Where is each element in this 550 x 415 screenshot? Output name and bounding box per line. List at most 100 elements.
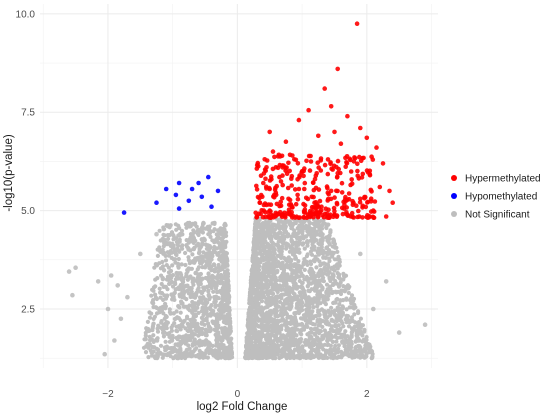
point-not-significant <box>155 329 161 334</box>
point-not-significant <box>292 311 297 316</box>
point-not-significant <box>326 342 331 347</box>
point-not-significant <box>199 291 204 296</box>
point-not-significant <box>316 300 321 305</box>
point-not-significant <box>180 232 185 237</box>
point-not-significant <box>244 338 249 343</box>
point-not-significant <box>338 291 344 297</box>
point-not-significant <box>254 240 259 245</box>
point-hypermethylated <box>277 154 283 159</box>
point-not-significant <box>221 262 226 267</box>
point-not-significant <box>281 268 287 273</box>
point-not-significant <box>145 319 150 324</box>
point-not-significant <box>161 330 166 335</box>
point-hypermethylated <box>371 215 377 220</box>
point-hypermethylated <box>301 201 306 207</box>
point-not-significant <box>358 251 363 257</box>
point-hypermethylated <box>383 214 389 219</box>
point-not-significant <box>168 268 174 274</box>
y-tick-label: 7.5 <box>21 108 35 119</box>
point-not-significant <box>310 321 315 327</box>
point-not-significant <box>173 260 178 265</box>
point-not-significant <box>192 260 197 265</box>
series-hypomethylated <box>121 174 221 215</box>
point-not-significant <box>291 233 296 238</box>
point-not-significant <box>270 350 275 355</box>
point-hypermethylated <box>313 200 319 205</box>
point-hypomethylated <box>176 180 182 186</box>
point-not-significant <box>197 246 202 252</box>
point-hypermethylated <box>326 215 332 220</box>
point-hypermethylated <box>268 174 274 179</box>
point-hypermethylated <box>329 166 334 171</box>
point-not-significant <box>178 310 183 315</box>
point-not-significant <box>344 307 349 312</box>
legend-label: Not Significant <box>465 210 530 221</box>
point-hypermethylated <box>296 117 302 123</box>
point-not-significant <box>159 308 164 313</box>
point-not-significant <box>223 254 229 259</box>
point-not-significant <box>251 311 256 316</box>
point-not-significant <box>305 300 310 305</box>
y-tick-label: 5.0 <box>21 206 35 217</box>
point-not-significant <box>211 289 216 294</box>
point-not-significant <box>224 269 229 274</box>
point-not-significant <box>179 355 184 360</box>
point-not-significant <box>305 284 310 289</box>
point-not-significant <box>274 313 279 319</box>
point-hypermethylated <box>345 197 350 203</box>
point-hypermethylated <box>280 182 286 188</box>
point-not-significant <box>328 278 333 284</box>
point-not-significant <box>367 343 372 348</box>
point-not-significant <box>335 327 340 332</box>
point-not-significant <box>346 324 352 329</box>
point-not-significant <box>360 333 365 338</box>
point-not-significant <box>289 343 294 348</box>
point-not-significant <box>276 239 281 244</box>
point-hypermethylated <box>370 157 376 162</box>
point-not-significant <box>327 322 332 327</box>
point-not-significant <box>311 316 316 321</box>
point-not-significant <box>362 329 367 334</box>
point-not-significant <box>332 268 337 273</box>
point-not-significant <box>293 338 298 343</box>
point-not-significant <box>247 341 252 346</box>
point-not-significant <box>178 351 183 356</box>
point-not-significant <box>209 275 214 280</box>
point-not-significant <box>195 231 200 236</box>
point-not-significant <box>334 316 339 321</box>
point-not-significant <box>151 298 156 303</box>
point-hypermethylated <box>343 155 348 161</box>
point-not-significant <box>183 262 188 268</box>
point-not-significant <box>302 267 307 272</box>
point-hypermethylated <box>328 196 334 202</box>
point-not-significant <box>327 236 332 241</box>
point-hypermethylated <box>261 202 267 208</box>
point-hypermethylated <box>364 135 370 141</box>
point-not-significant <box>287 293 292 298</box>
point-not-significant <box>159 319 164 324</box>
point-not-significant <box>298 316 304 321</box>
point-not-significant <box>302 294 307 299</box>
point-not-significant <box>291 297 297 302</box>
point-not-significant <box>142 337 147 342</box>
point-not-significant <box>311 258 317 263</box>
point-not-significant <box>66 269 72 274</box>
point-hypermethylated <box>302 207 308 212</box>
point-not-significant <box>160 236 165 241</box>
point-hypermethylated <box>306 107 311 113</box>
point-not-significant <box>221 226 226 231</box>
point-not-significant <box>296 247 301 252</box>
point-not-significant <box>308 259 313 264</box>
point-hypermethylated <box>287 168 293 174</box>
point-not-significant <box>349 333 354 338</box>
y-axis-ticks: 2.5 5.0 7.5 10.0 <box>16 9 36 315</box>
point-not-significant <box>165 320 170 325</box>
point-not-significant <box>160 247 165 252</box>
point-not-significant <box>215 240 221 245</box>
series-not-significant <box>66 231 428 357</box>
point-hypermethylated <box>342 202 347 208</box>
point-not-significant <box>279 293 284 298</box>
point-not-significant <box>281 239 286 244</box>
point-hypermethylated <box>278 179 284 184</box>
